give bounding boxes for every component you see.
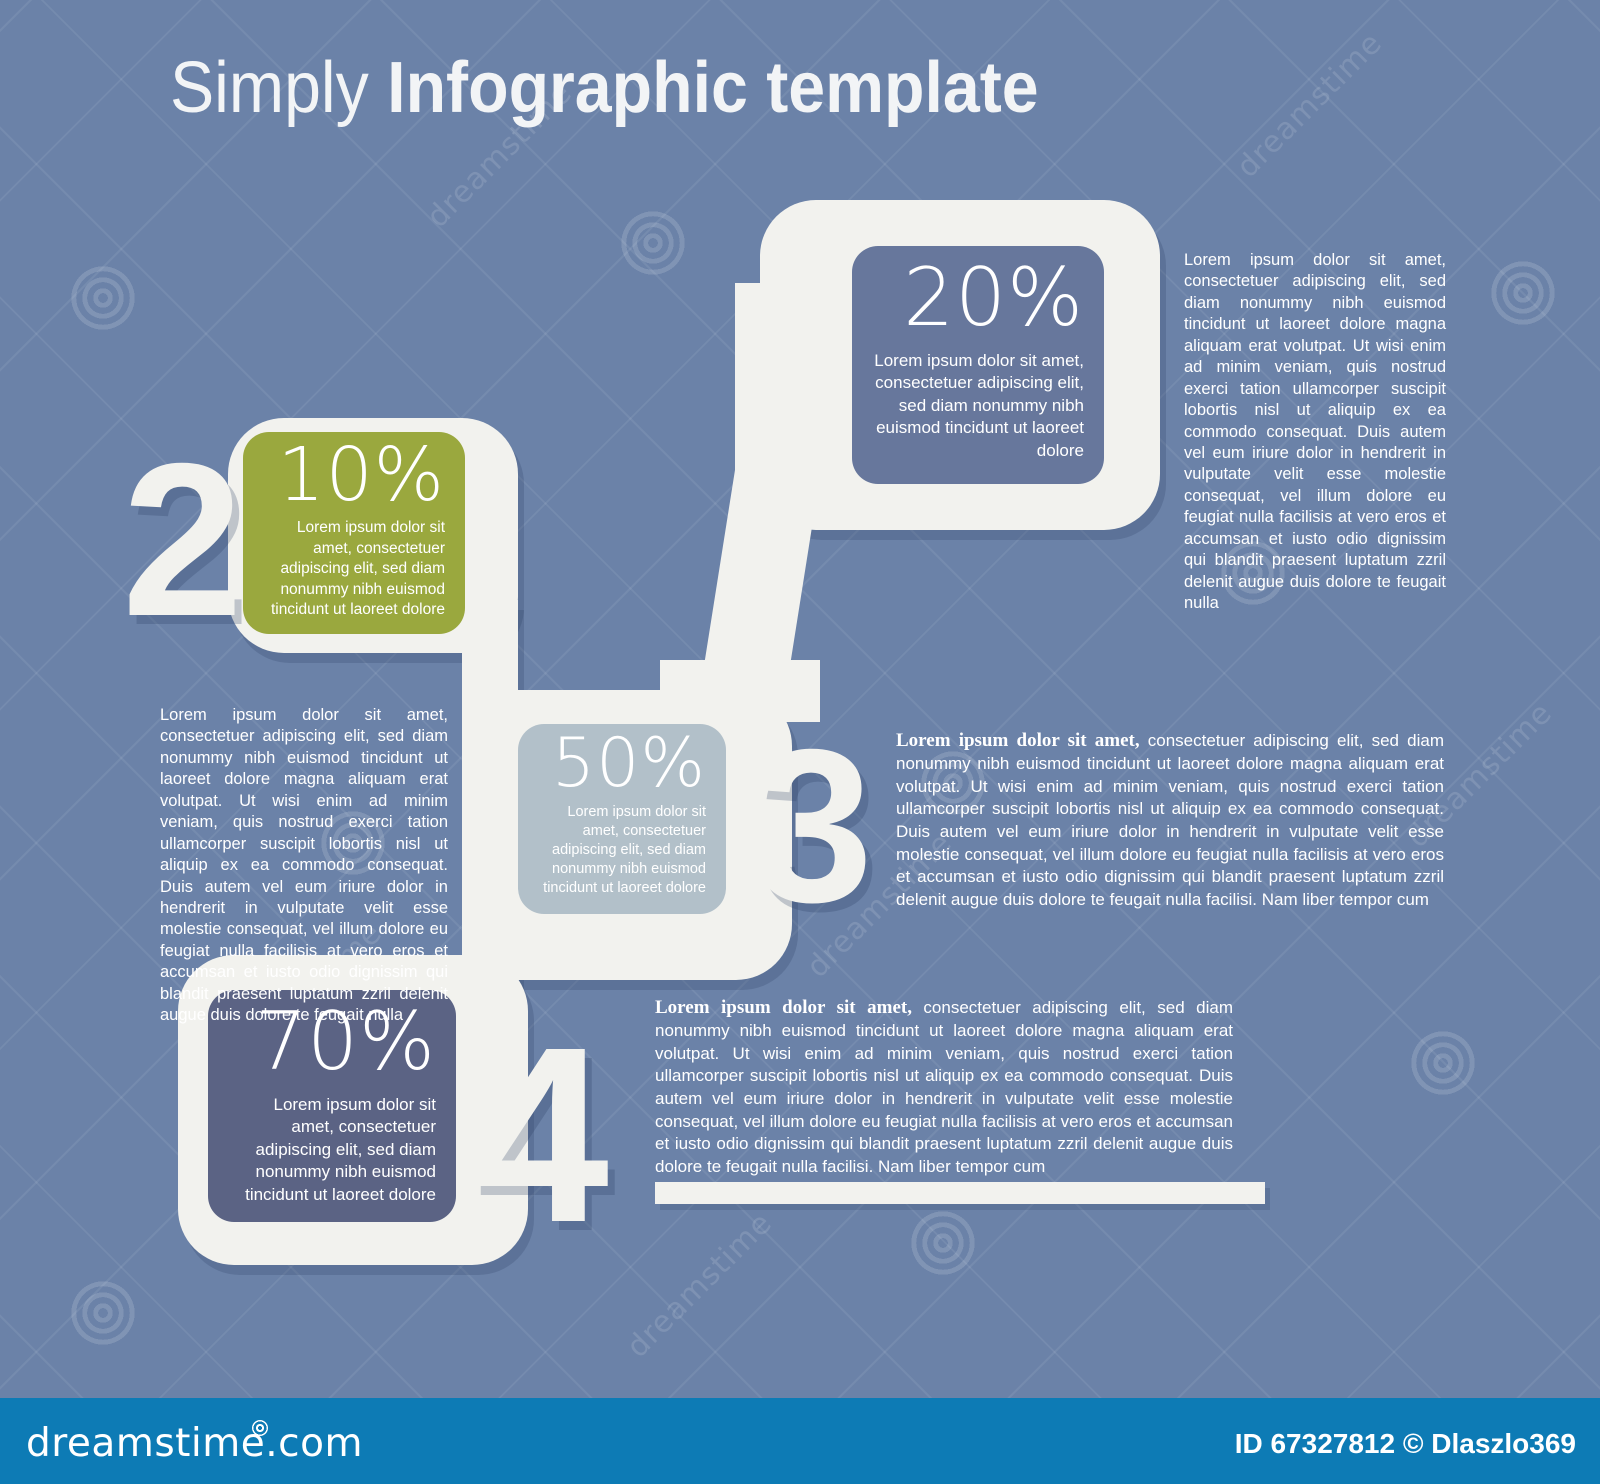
ribbon-connector-1-3 [660,660,820,722]
item-4-copy-text: consectetuer adipiscing elit, sed diam n… [655,998,1233,1176]
step-number-2: 2 [122,419,244,662]
percent-symbol-2: % [373,432,445,518]
item-3-copy: Lorem ipsum dolor sit amet, consectetuer… [896,728,1444,912]
item-4-copy: Lorem ipsum dolor sit amet, consectetuer… [655,995,1233,1179]
watermark-spiral-icon [900,1200,986,1286]
percent-value-4: 70 [255,995,359,1088]
percent-value-3: 50 [551,724,641,803]
percent-symbol-3: % [640,724,706,803]
watermark-spiral-icon [60,255,146,341]
footer-bar: dreamstime.com ID 67327812 © Dlaszlo369 [0,1398,1600,1484]
item-2-copy-text: Lorem ipsum dolor sit amet, consectetuer… [160,706,448,1025]
item-4-copy-lead: Lorem ipsum dolor sit amet, [655,997,912,1018]
image-credit: ID 67327812 © Dlaszlo369 [1234,1428,1576,1459]
watermark-spiral-icon [910,740,996,826]
logo-word-after: .com [265,1421,363,1466]
card-blurb-1: Lorem ipsum dolor sit amet, consectetuer… [874,351,1084,460]
logo-word-before: dreamstime [26,1421,266,1466]
item-1-copy: Lorem ipsum dolor sit amet, consectetuer… [1184,250,1446,614]
item-1-copy-text: Lorem ipsum dolor sit amet, consectetuer… [1184,251,1446,612]
percent-symbol-1: % [1006,251,1084,344]
dreamstime-logo[interactable]: dreamstime.com [26,1420,363,1466]
percent-symbol-4: % [358,995,436,1088]
card-blurb-3: Lorem ipsum dolor sit amet, consectetuer… [543,803,706,897]
step-number-3: 3 [752,705,874,948]
step-4-underline-bar [655,1182,1265,1204]
percent-value-1: 20 [903,251,1007,344]
ribbon-one-stem [735,283,785,493]
watermark-spiral-icon [1480,250,1566,336]
percent-card-2[interactable]: 10 % Lorem ipsum dolor sit amet, consect… [243,432,465,634]
dreamstime-spiral-icon [252,1420,269,1436]
step-number-4: 4 [470,995,610,1274]
page-title: Simply Infographic template [170,52,1039,124]
card-blurb-4: Lorem ipsum dolor sit amet, consectetuer… [245,1095,436,1204]
percent-card-4[interactable]: 70 % Lorem ipsum dolor sit amet, consect… [208,990,456,1222]
watermark-spiral-icon [60,1270,146,1356]
item-3-copy-text: consectetuer adipiscing elit, sed diam n… [896,731,1444,909]
item-3-copy-lead: Lorem ipsum dolor sit amet, [896,730,1140,751]
title-bold-words: Infographic template [387,48,1039,128]
percent-card-1[interactable]: 20 % Lorem ipsum dolor sit amet, consect… [852,246,1104,484]
watermark-spiral-icon [1210,530,1296,616]
title-light-word: Simply [170,48,369,128]
card-blurb-2: Lorem ipsum dolor sit amet, consectetuer… [270,519,445,619]
percent-value-2: 10 [277,432,374,518]
watermark-spiral-icon [310,800,396,886]
percent-card-3[interactable]: 50 % Lorem ipsum dolor sit amet, consect… [518,724,726,914]
watermark-spiral-icon [610,200,696,286]
item-2-copy: Lorem ipsum dolor sit amet, consectetuer… [160,705,448,1027]
watermark-spiral-icon [1400,1020,1486,1106]
